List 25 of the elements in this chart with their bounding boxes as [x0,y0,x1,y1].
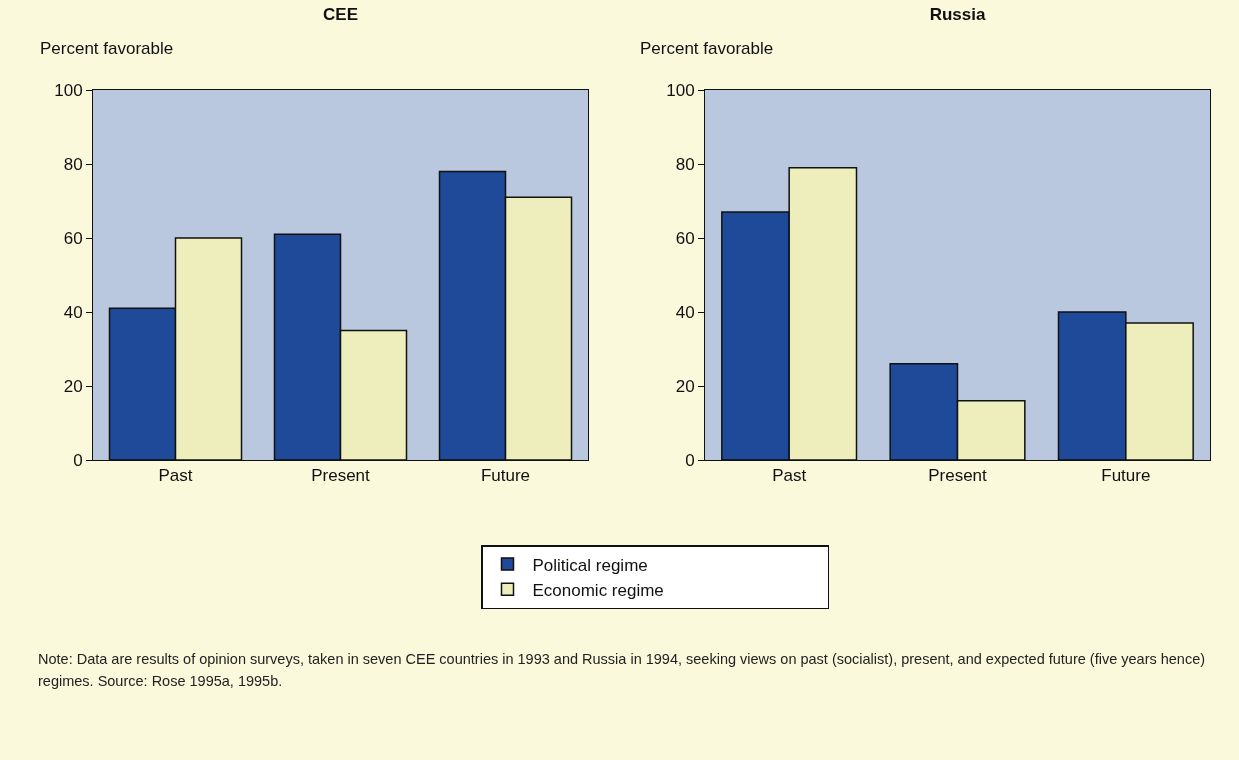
y-tick-label: 100 [666,80,695,100]
y-tick-label: 60 [63,228,83,248]
y-axis-title: Percent favorable [640,39,774,58]
y-axis-title: Percent favorable [40,39,174,58]
x-tick-label: Present [311,466,371,486]
y-tick-label: 40 [675,302,695,322]
y-tick-label: 40 [63,302,83,322]
legend-label: Economic regime [532,580,664,600]
text: Note: Data are results of opinion surveys, taken in seven CEE countries in 1993 and Russia in 1994, seeking views on past (socialist), present, and expected future (five years hence) regimes. Source: Rose 1995a, 1995b. [38,650,1207,692]
y-tick-label: 0 [685,450,695,470]
y-tick-label: 80 [63,154,83,174]
chart-title: CEE [323,4,358,24]
x-tick-label: Past [772,466,807,486]
y-tick-label: 0 [73,450,83,470]
x-tick-label: Past [158,466,193,486]
chart-title: Russia [929,4,986,24]
y-tick-label: 100 [54,80,83,100]
y-tick-label: 20 [675,376,695,396]
x-tick-label: Future [1101,466,1151,486]
y-tick-label: 80 [675,154,695,174]
x-tick-label: Present [928,466,988,486]
y-tick-label: 60 [675,228,695,248]
legend-label: Political regime [532,555,648,575]
x-tick-label: Future [480,466,531,486]
y-tick-label: 20 [63,376,83,396]
